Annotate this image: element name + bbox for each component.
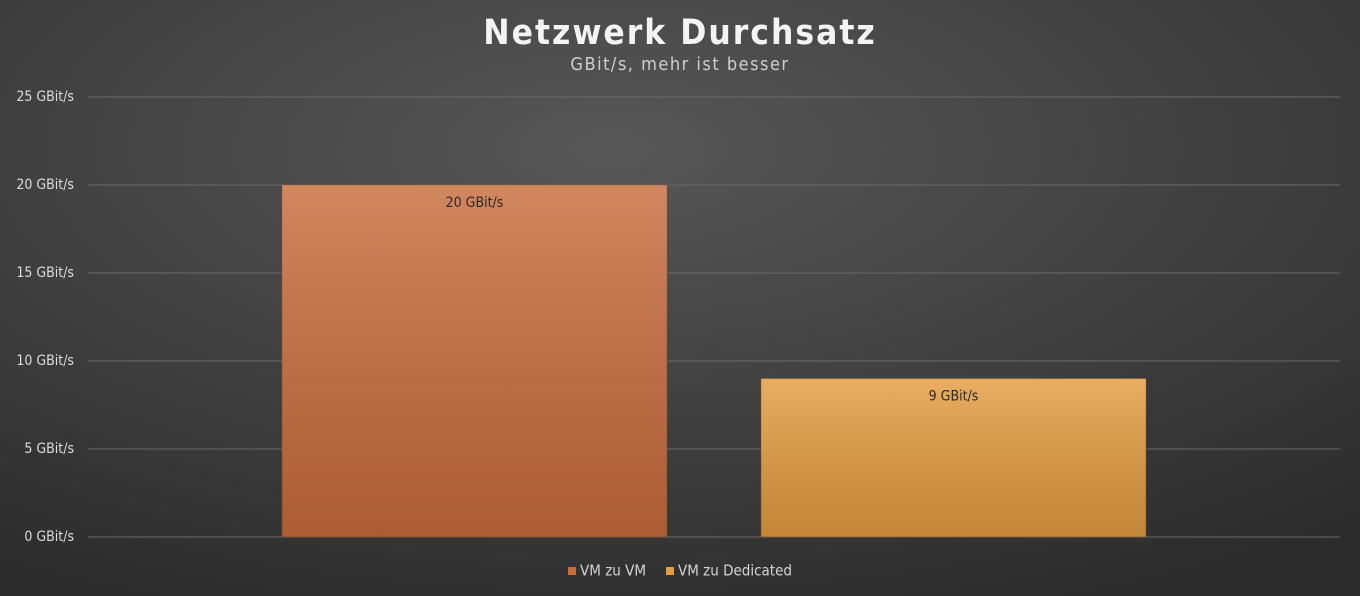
- legend-swatch: [666, 567, 675, 575]
- y-tick-label: 0 GBit/s: [24, 529, 74, 545]
- legend-label: VM zu VM: [580, 562, 646, 580]
- data-label: 9 GBit/s: [929, 389, 979, 405]
- y-tick-label: 25 GBit/s: [16, 89, 74, 105]
- y-tick-label: 20 GBit/s: [16, 177, 74, 193]
- chart-title: Netzwerk Durchsatz: [483, 13, 877, 53]
- legend-swatch: [568, 567, 577, 575]
- chart-subtitle: GBit/s, mehr ist besser: [570, 54, 789, 75]
- legend: VM zu VM VM zu Dedicated: [568, 562, 792, 580]
- bar: [281, 184, 668, 538]
- y-tick-label: 10 GBit/s: [16, 353, 74, 369]
- y-tick-label: 15 GBit/s: [16, 265, 74, 281]
- y-tick-label: 5 GBit/s: [24, 441, 74, 457]
- data-label: 20 GBit/s: [446, 195, 504, 211]
- legend-label: VM zu Dedicated: [678, 562, 792, 580]
